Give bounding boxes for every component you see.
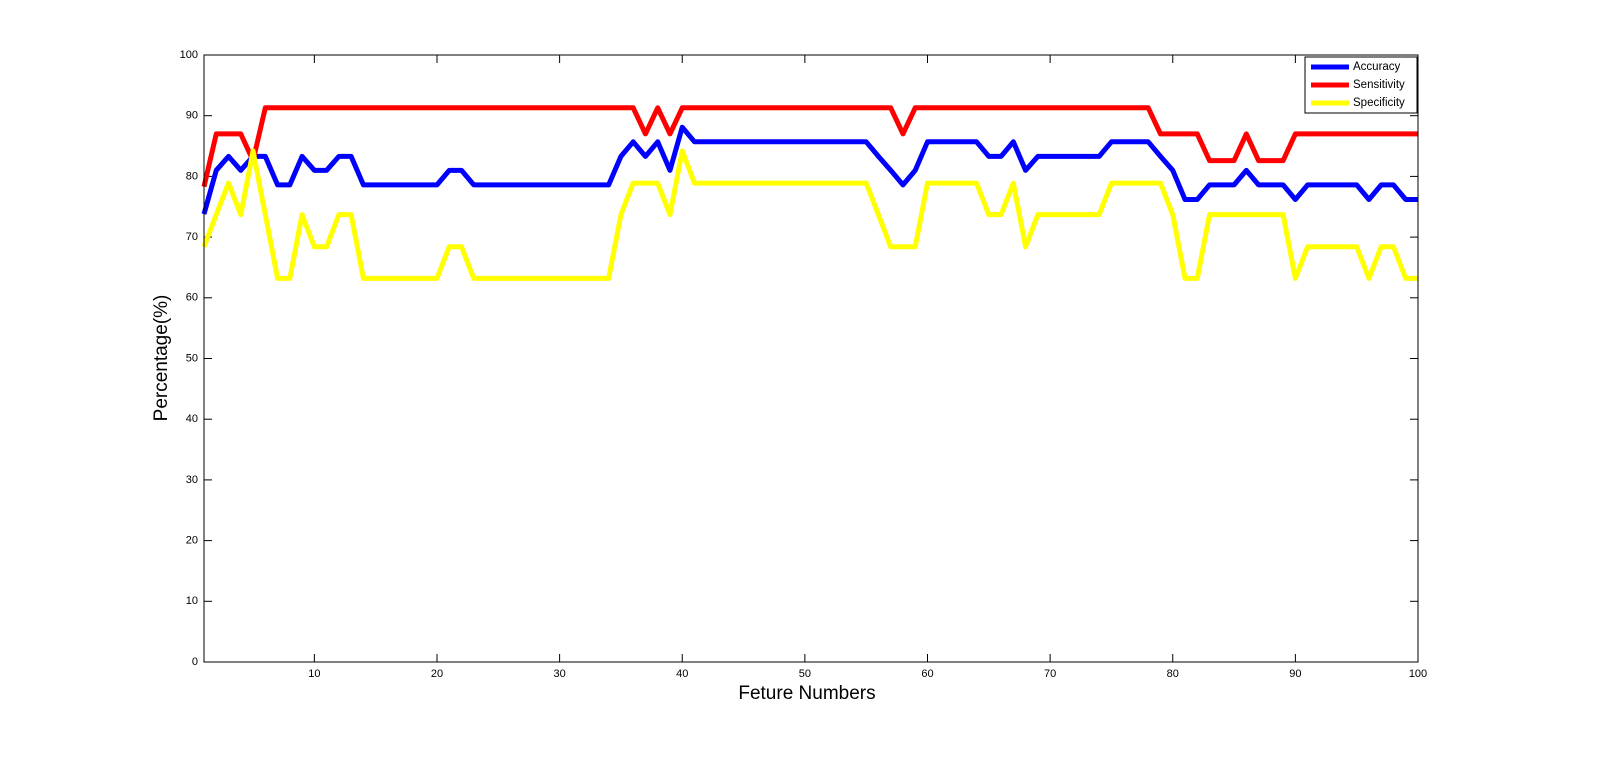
data-line	[201, 148, 1418, 281]
x-tick-label: 50	[799, 668, 811, 680]
legend-label: Accuracy	[1353, 61, 1401, 73]
y-tick-label: 10	[186, 595, 198, 607]
y-axis-label: Percentage(%)	[151, 295, 172, 422]
legend: Accuracy Sensitivity Specificity	[1304, 56, 1418, 114]
y-tick-label: 50	[186, 352, 198, 364]
x-tick-label: 20	[431, 668, 443, 680]
y-tick-label: 90	[186, 110, 198, 122]
y-tick-label: 0	[192, 656, 198, 668]
y-tick-label: 70	[186, 231, 198, 243]
data-line	[201, 124, 1418, 215]
plot-area	[204, 55, 1418, 662]
x-axis-label: Feture Numbers	[738, 683, 875, 704]
x-tick-label: 70	[1044, 668, 1056, 680]
x-tick-label: 10	[308, 668, 320, 680]
y-tick-label: 80	[186, 170, 198, 182]
y-tick-label: 100	[180, 49, 198, 61]
legend-label: Specificity	[1353, 97, 1405, 109]
plot-frame	[203, 54, 1419, 663]
x-tick-label: 80	[1167, 668, 1179, 680]
x-tick-label: 60	[921, 668, 933, 680]
legend-label: Sensitivity	[1353, 79, 1405, 91]
data-line	[201, 105, 1418, 188]
y-tick-label: 40	[186, 413, 198, 425]
x-tick-label: 100	[1409, 668, 1427, 680]
y-tick-label: 30	[186, 474, 198, 486]
y-tick-label: 20	[186, 535, 198, 547]
x-tick-label: 40	[676, 668, 688, 680]
x-tick-label: 30	[553, 668, 565, 680]
x-tick-label: 90	[1289, 668, 1301, 680]
y-tick-label: 60	[186, 292, 198, 304]
